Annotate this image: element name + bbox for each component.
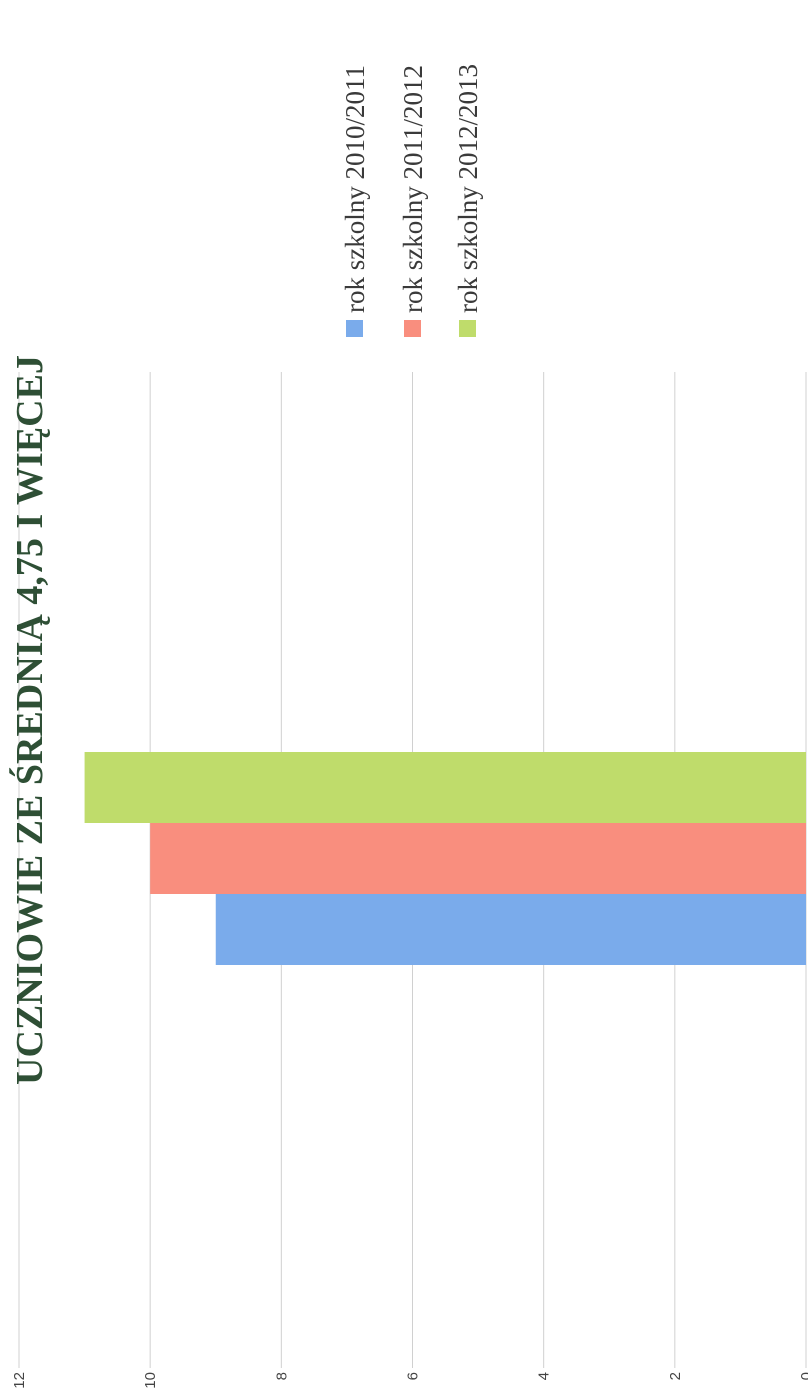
chart-title: UCZNIOWIE ZE ŚREDNIĄ 4,75 I WIĘCEJ (9, 355, 51, 1085)
legend: rok szkolny 2010/2011 rok szkolny 2011/20… (340, 64, 483, 337)
y-tick-label: 2 (667, 1372, 684, 1380)
bars (84, 752, 807, 965)
legend-swatch (404, 320, 421, 337)
legend-swatch (459, 320, 476, 337)
bar-2 (150, 823, 806, 894)
legend-swatch (346, 320, 363, 337)
y-tick-label: 12 (11, 1372, 28, 1389)
y-tick-label: 10 (142, 1372, 159, 1389)
legend-label: rok szkolny 2012/2013 (453, 64, 483, 313)
y-tick-label: 8 (273, 1372, 290, 1380)
y-tick-label: 0 (798, 1372, 808, 1380)
legend-label: rok szkolny 2011/2012 (398, 65, 428, 313)
bar-1 (215, 894, 806, 965)
y-tick-label: 6 (405, 1372, 422, 1380)
legend-label: rok szkolny 2010/2011 (340, 65, 370, 313)
bar-3 (84, 752, 807, 823)
y-tick-label: 4 (536, 1372, 553, 1380)
y-tick-labels: 0 2 4 6 8 10 12 (11, 1372, 808, 1389)
